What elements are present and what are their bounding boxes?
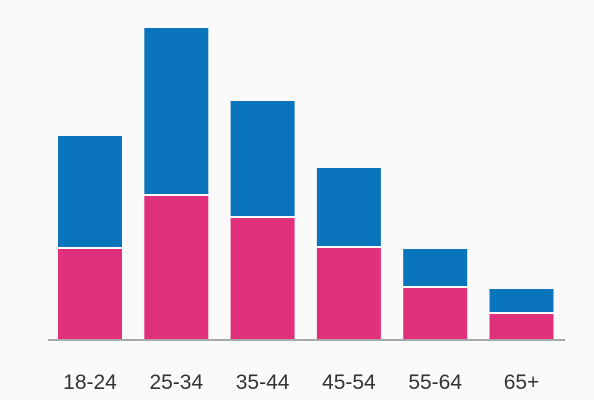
- x-tick-label: 45-54: [322, 371, 376, 394]
- bar-55-64-segment-1: [403, 288, 468, 339]
- x-tick-labels: 18-24 25-34 35-44 45-54 55-64 65+: [63, 371, 539, 394]
- x-tick-label: 25-34: [149, 371, 203, 394]
- bars-group: [58, 28, 554, 339]
- bar-45-54-segment-1: [316, 248, 381, 339]
- bar-25-34-segment-1: [144, 196, 209, 339]
- bar-45-54-segment-2: [316, 168, 381, 246]
- bar-35-44-segment-1: [230, 218, 295, 339]
- bar-18-24-segment-1: [58, 249, 122, 339]
- x-tick-label: 35-44: [236, 371, 290, 394]
- x-tick-label: 18-24: [63, 371, 117, 394]
- x-tick-label: 55-64: [408, 371, 462, 394]
- bar-18-24-segment-2: [58, 136, 122, 247]
- bar-65+-segment-1: [489, 314, 554, 339]
- bar-65+-segment-2: [489, 289, 554, 312]
- bar-25-34-segment-2: [144, 28, 209, 194]
- bar-55-64-segment-2: [403, 249, 468, 286]
- x-tick-label: 65+: [504, 371, 540, 394]
- bar-35-44-segment-2: [230, 101, 295, 216]
